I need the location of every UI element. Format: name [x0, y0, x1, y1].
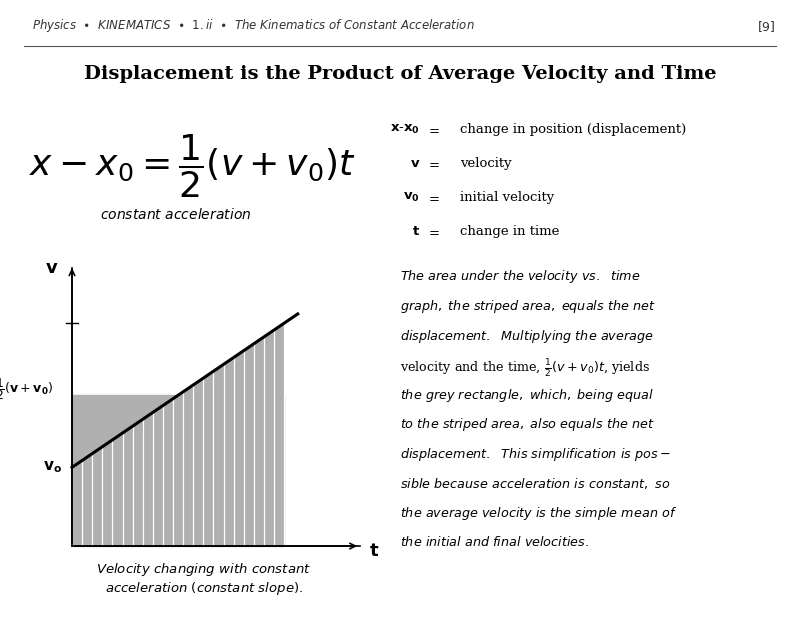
Text: $=$: $=$ — [426, 123, 440, 136]
Text: $\mathbf{v_0}$: $\mathbf{v_0}$ — [403, 191, 420, 204]
Text: $=$: $=$ — [426, 157, 440, 170]
Text: $\it{displacement.\ \ This\ simplification\ is\ pos-}$: $\it{displacement.\ \ This\ simplificati… — [400, 446, 671, 463]
Text: $\it{the\ grey\ rectangle,\ which,\ being\ equal}$: $\it{the\ grey\ rectangle,\ which,\ bein… — [400, 387, 654, 404]
Text: $\it{to\ the\ striped\ area,\ also\ equals\ the\ net}$: $\it{to\ the\ striped\ area,\ also\ equa… — [400, 416, 654, 434]
Text: $\mathbf{t}$: $\mathbf{t}$ — [412, 225, 420, 238]
Text: $=$: $=$ — [426, 191, 440, 204]
Text: change in time: change in time — [460, 225, 559, 238]
Text: Displacement is the Product of Average Velocity and Time: Displacement is the Product of Average V… — [84, 65, 716, 83]
Text: $\mathbf{v}$: $\mathbf{v}$ — [410, 157, 420, 170]
Text: $\mathbf{v_o}$: $\mathbf{v_o}$ — [42, 460, 62, 475]
Text: $\mathbf{t}$: $\mathbf{t}$ — [370, 542, 379, 560]
Text: $x - x_0 = \dfrac{1}{2}(v + v_0)t$: $x - x_0 = \dfrac{1}{2}(v + v_0)t$ — [29, 133, 355, 200]
Text: change in position (displacement): change in position (displacement) — [460, 123, 686, 136]
Text: $=$: $=$ — [426, 225, 440, 238]
Text: velocity and the time, $\frac{1}{2}(v + v_0)t$, yields: velocity and the time, $\frac{1}{2}(v + … — [400, 357, 650, 379]
Text: $[9]$: $[9]$ — [758, 19, 776, 34]
Text: $\it{The\ area\ under\ the\ velocity\ vs.\ \ time}$: $\it{The\ area\ under\ the\ velocity\ vs… — [400, 268, 641, 286]
Text: $\dfrac{1}{2}(\mathbf{v}+\mathbf{v_0})$: $\dfrac{1}{2}(\mathbf{v}+\mathbf{v_0})$ — [0, 376, 54, 402]
Text: initial velocity: initial velocity — [460, 191, 554, 204]
Text: $\it{constant\ acceleration}$: $\it{constant\ acceleration}$ — [100, 207, 252, 222]
Text: $\it{Velocity\ changing\ with\ constant}$: $\it{Velocity\ changing\ with\ constant}… — [97, 561, 311, 579]
Text: $\mathbf{v}$: $\mathbf{v}$ — [46, 259, 58, 278]
Text: velocity: velocity — [460, 157, 512, 170]
Text: $\it{acceleration\ (constant\ slope).}$: $\it{acceleration\ (constant\ slope).}$ — [105, 580, 303, 597]
Text: $\it{sible\ because\ acceleration\ is\ constant,\ so}$: $\it{sible\ because\ acceleration\ is\ c… — [400, 476, 670, 491]
Text: $\it{Physics}$  $\bullet$  $\it{KINEMATICS}$  $\bullet$  $\it{1.ii}$  $\bullet$ : $\it{Physics}$ $\bullet$ $\it{KINEMATICS… — [32, 17, 474, 34]
Text: $\mathbf{x\text{-}x_0}$: $\mathbf{x\text{-}x_0}$ — [390, 123, 420, 136]
Text: $\it{displacement.\ \ Multiplying\ the\ average}$: $\it{displacement.\ \ Multiplying\ the\ … — [400, 328, 654, 345]
Polygon shape — [72, 323, 284, 546]
Polygon shape — [72, 395, 284, 546]
Text: $\it{graph,\ the\ striped\ area,\ equals\ the\ net}$: $\it{graph,\ the\ striped\ area,\ equals… — [400, 298, 655, 315]
Text: $\it{the\ average\ velocity\ is\ the\ simple\ mean\ of}$: $\it{the\ average\ velocity\ is\ the\ si… — [400, 505, 677, 523]
Text: $\it{the\ initial\ and\ final\ velocities.}$: $\it{the\ initial\ and\ final\ velocitie… — [400, 535, 589, 549]
